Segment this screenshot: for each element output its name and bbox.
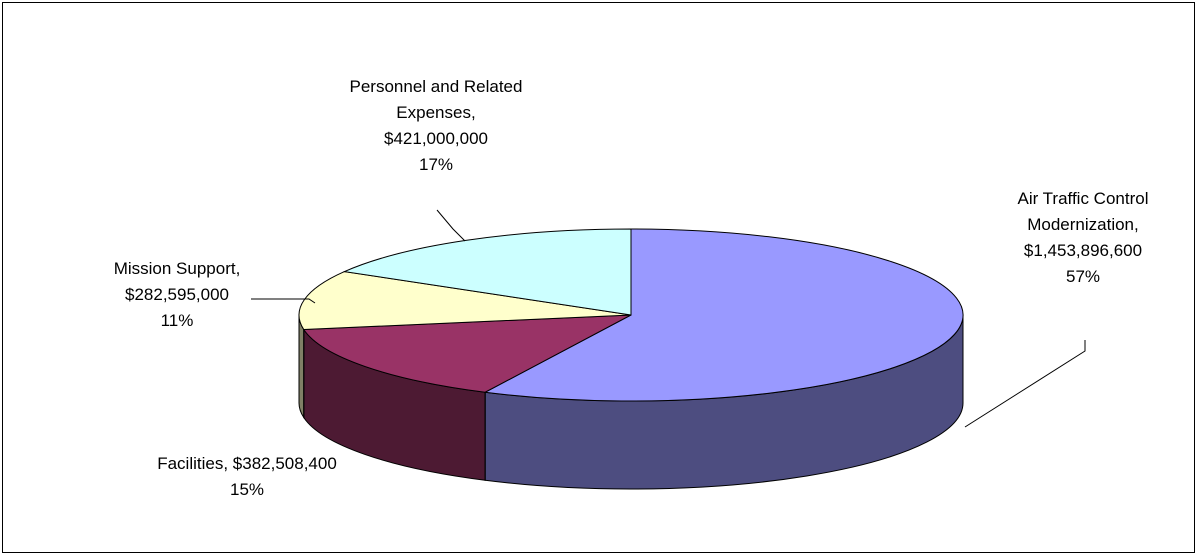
leader-line-personnel-and-related-expenses <box>436 209 466 242</box>
data-label-line: 15% <box>230 480 264 499</box>
pie-side-mission-support <box>298 314 305 420</box>
data-label-line: $421,000,000 <box>384 129 488 148</box>
leader-line-mission-support <box>251 298 316 304</box>
data-label-personnel-and-related-expenses: Personnel and Related Expenses, $421,000,0… <box>350 77 523 174</box>
pie-slice-personnel-and-related-expenses <box>342 228 632 316</box>
data-label-facilities: Facilities, $382,508,400 15% <box>157 454 337 499</box>
pie-chart: Air Traffic Control Modernization, $1,453,… <box>114 77 1149 499</box>
data-label-line: 17% <box>419 155 453 174</box>
data-label-line: 57% <box>1066 267 1100 286</box>
data-label-line: Personnel and Related <box>350 77 523 96</box>
data-label-line: Modernization, <box>1027 215 1139 234</box>
data-label-line: Expenses, <box>396 103 475 122</box>
pie-slice-mission-support <box>298 271 632 331</box>
data-label-line: 11% <box>161 311 194 330</box>
data-label-line: Air Traffic Control <box>1017 189 1148 208</box>
data-label-air-traffic-control-modernization: Air Traffic Control Modernization, $1,453,… <box>1017 189 1148 286</box>
leader-line-air-traffic-control-modernization <box>964 340 1086 428</box>
pie-sides <box>298 314 964 490</box>
pie-slice-facilities <box>302 314 632 393</box>
data-label-line: $282,595,000 <box>125 285 229 304</box>
pie-slice-air-traffic-control-modernization <box>483 228 964 402</box>
pie-tops <box>298 228 964 402</box>
data-label-line: Facilities, $382,508,400 <box>157 454 337 473</box>
data-label-line: Mission Support, <box>114 259 241 278</box>
data-label-mission-support: Mission Support, $282,595,000 11% <box>114 259 241 330</box>
data-label-line: $1,453,896,600 <box>1024 241 1142 260</box>
